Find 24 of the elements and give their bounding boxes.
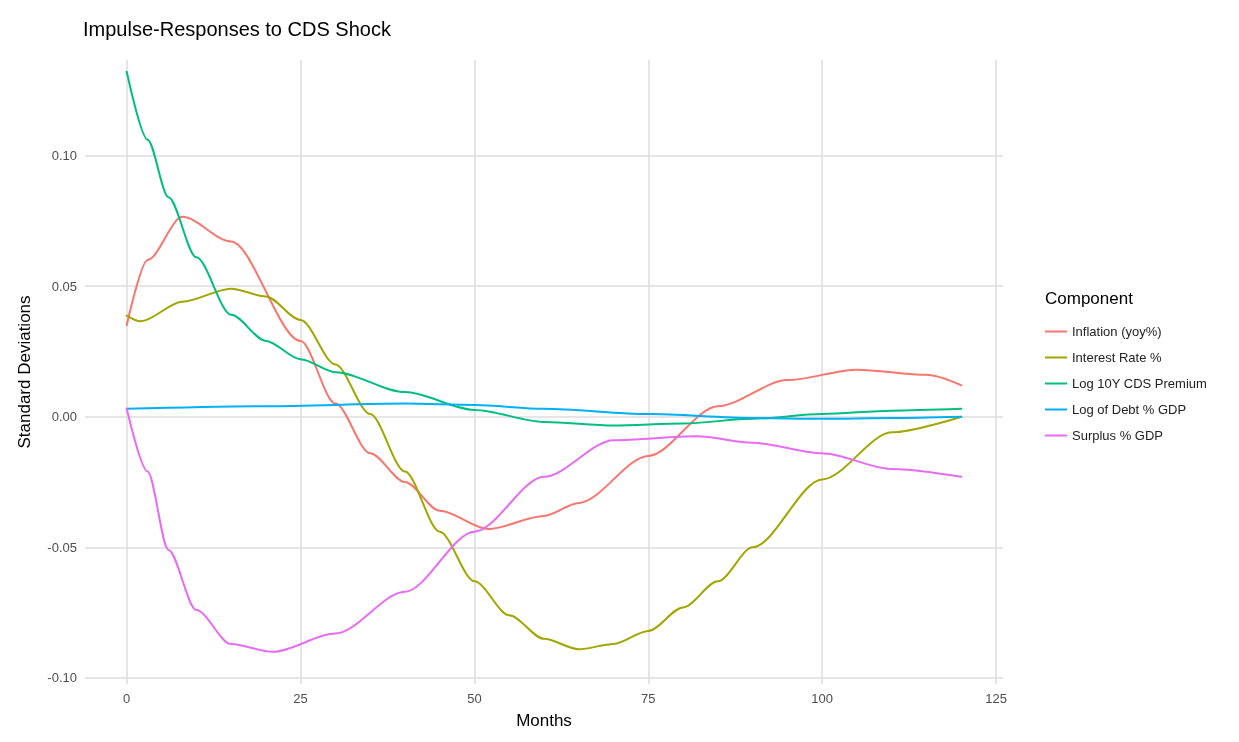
legend-title: Component [1045,289,1134,308]
y-tick-label: 0.05 [51,278,77,294]
x-tick-label: 0 [123,691,131,706]
line-series [125,407,963,653]
chart-title: Impulse-Responses to CDS Shock [83,18,392,40]
legend-label: Surplus % GDP [1072,428,1164,443]
x-tick-label: 125 [985,691,1007,706]
line-series [125,215,963,531]
legend-label: Interest Rate % [1072,350,1163,365]
y-tick-label: -0.05 [47,539,77,555]
x-axis-title: Months [516,711,572,730]
y-tick-label: 0.00 [51,409,77,425]
line-series [125,70,963,427]
x-tick-label: 100 [811,691,834,706]
line-series [125,402,963,420]
legend-label: Inflation (yoy%) [1072,324,1162,339]
legend-label: Log of Debt % GDP [1072,402,1187,417]
x-tick-label: 50 [467,691,482,706]
x-tick-label: 75 [641,691,656,706]
y-tick-label: 0.10 [51,147,77,163]
x-tick-label: 25 [293,691,308,706]
legend-label: Log 10Y CDS Premium [1072,376,1207,391]
y-tick-label: -0.10 [47,670,77,686]
y-axis-title: Standard Deviations [15,295,34,449]
